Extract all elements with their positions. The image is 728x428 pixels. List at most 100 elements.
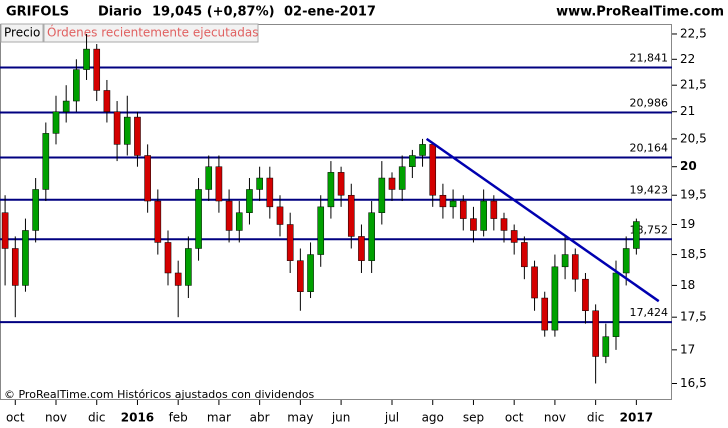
x-tick-label: jul <box>384 411 399 425</box>
x-tick-label: abr <box>250 411 270 425</box>
site: www.ProRealTime.com <box>556 5 724 20</box>
candle-body <box>123 116 131 145</box>
tab[interactable] <box>43 23 259 43</box>
candle-body <box>246 189 253 213</box>
candle-body <box>571 254 579 280</box>
candle-body <box>602 336 610 357</box>
x-tick-label: jun <box>331 411 351 425</box>
candle-body <box>144 155 151 202</box>
y-tick-label: 19 <box>680 217 695 231</box>
candle-body <box>174 272 182 286</box>
footnote: © ProRealTime.com Históricos ajustados c… <box>4 388 315 401</box>
candle-body <box>276 206 284 225</box>
level-label: 19,423 <box>630 184 669 197</box>
period: Diario <box>98 5 142 20</box>
y-tick-label: 18 <box>680 278 695 292</box>
candle-body <box>633 221 640 249</box>
x-tick-label: mar <box>207 411 231 425</box>
symbol: GRIFOLS <box>6 5 69 20</box>
candle-body <box>592 310 599 357</box>
y-tick-label: 17 <box>680 342 695 356</box>
candle-body <box>103 90 111 112</box>
candle-body <box>521 242 528 268</box>
level-label: 20,986 <box>630 96 669 109</box>
candle-body <box>134 116 141 156</box>
candle-body <box>32 189 39 231</box>
candle-body <box>185 248 192 286</box>
candle-body <box>266 177 274 208</box>
candle-body <box>307 254 314 292</box>
candle-body <box>551 266 559 331</box>
candle-body <box>235 212 243 231</box>
candle-body <box>358 236 365 261</box>
candle-body <box>62 100 70 112</box>
candle-body <box>439 194 447 208</box>
candle-body <box>531 266 538 299</box>
y-tick-label: 19,5 <box>680 188 707 202</box>
x-tick-label: dic <box>88 411 106 425</box>
candle-body <box>470 218 477 231</box>
y-tick-label: 21,5 <box>680 78 707 92</box>
x-tick-label: oct <box>6 411 25 425</box>
y-tick-label: 22 <box>680 52 695 66</box>
candle-body <box>419 144 426 156</box>
candle-body <box>388 177 396 190</box>
candle-body <box>164 242 172 274</box>
y-tick-label: 21 <box>680 104 695 118</box>
candle-body <box>622 248 630 274</box>
y-tick-label: 20 <box>680 159 697 173</box>
trendline <box>425 137 660 303</box>
candle-body <box>398 166 406 190</box>
candle-body <box>347 194 355 237</box>
candle-body <box>541 297 549 331</box>
candle-body <box>11 248 19 286</box>
candle-body <box>195 189 202 249</box>
y-tick-label: 17,5 <box>680 310 707 324</box>
candle-body <box>52 111 60 134</box>
candle-body <box>83 48 90 70</box>
candle-body <box>480 200 487 231</box>
candle-body <box>154 200 162 243</box>
candle-body <box>449 200 457 208</box>
candle-body <box>297 260 304 292</box>
candle-body <box>561 254 569 268</box>
y-tick-label: 18,5 <box>680 247 707 261</box>
x-tick-label: 2017 <box>620 411 653 425</box>
x-tick-label: sep <box>463 411 484 425</box>
candle-body <box>113 111 121 145</box>
candle-body <box>42 133 50 190</box>
y-tick-label: 22,5 <box>680 26 707 40</box>
x-tick-label: feb <box>169 411 188 425</box>
candle-body <box>256 177 263 190</box>
candle-body <box>225 200 233 231</box>
x-tick-label: nov <box>544 411 566 425</box>
tab-label[interactable]: Precio <box>4 26 40 40</box>
candle-body <box>1 212 9 249</box>
candle-body <box>317 206 325 255</box>
candle-body <box>582 278 589 312</box>
candle-body <box>93 48 101 91</box>
tab-label[interactable]: Órdenes recientemente ejecutadas <box>47 25 258 40</box>
level-label: 20,164 <box>630 142 669 155</box>
candle-body <box>429 144 437 196</box>
x-tick-label: dic <box>587 411 605 425</box>
candle-body <box>510 230 518 243</box>
candle-body <box>327 172 335 208</box>
x-tick-label: may <box>287 411 313 425</box>
date: 02-ene-2017 <box>284 5 376 20</box>
x-tick-label: oct <box>505 411 524 425</box>
x-tick-label: ago <box>422 411 444 425</box>
candle-body <box>368 212 375 261</box>
candle-body <box>459 200 467 219</box>
candle-body <box>22 230 29 286</box>
candle-body <box>337 172 345 196</box>
level-label: 21,841 <box>630 51 669 64</box>
x-tick-label: nov <box>45 411 67 425</box>
tab[interactable] <box>0 23 44 43</box>
candle-body <box>73 69 80 102</box>
candle-body <box>490 200 498 219</box>
candle-body <box>500 218 508 231</box>
candle-body <box>205 166 213 190</box>
